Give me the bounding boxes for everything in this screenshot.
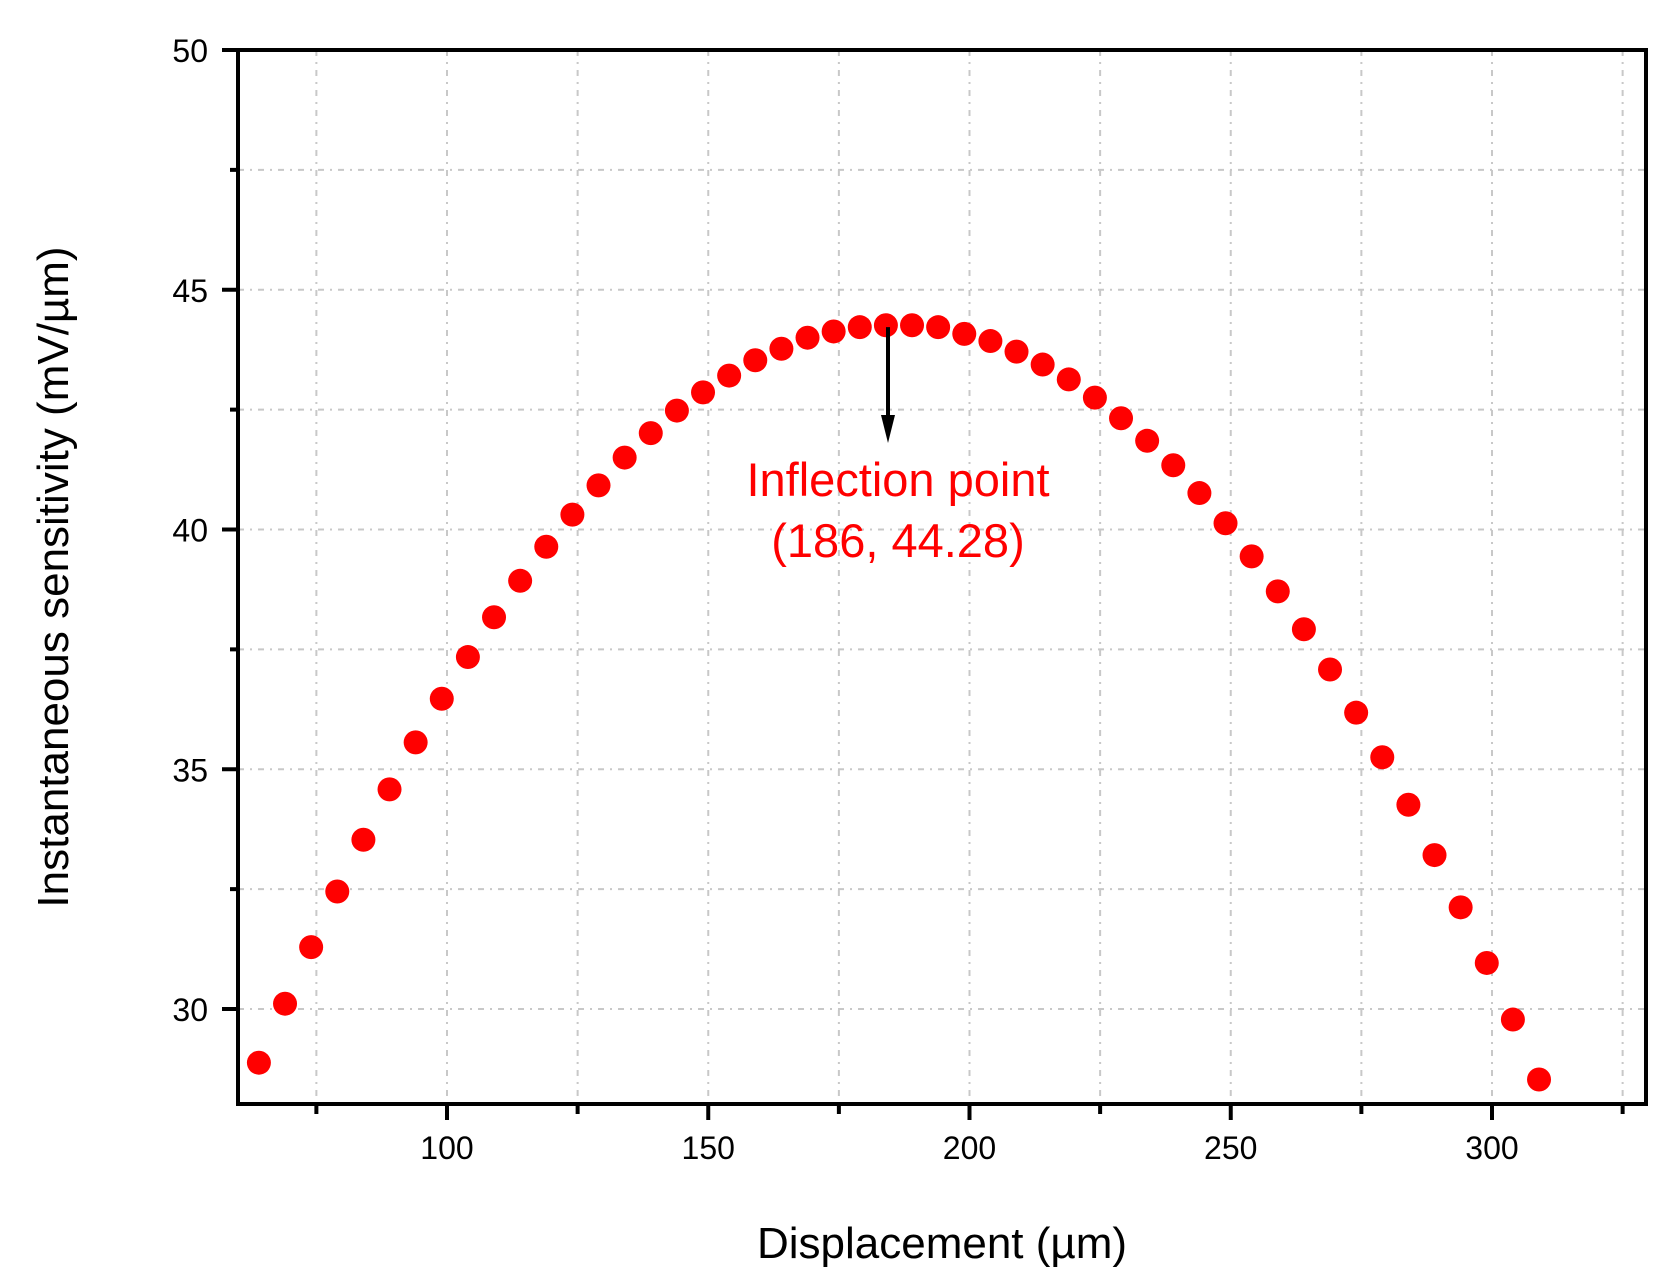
arrow-head-icon <box>881 415 895 443</box>
plot-frame <box>236 48 1648 1106</box>
annotation: Inflection point (186, 44.28) <box>746 327 1050 567</box>
data-point-marker <box>1396 792 1421 817</box>
data-point-marker <box>1239 544 1264 569</box>
data-point-marker <box>1474 950 1499 975</box>
data-point-marker <box>691 380 716 405</box>
data-point-marker <box>873 313 898 338</box>
data-point-marker <box>978 329 1003 354</box>
data-point-marker <box>403 730 428 755</box>
data-point-marker <box>769 336 794 361</box>
data-point-marker <box>1370 745 1395 770</box>
x-tick-label: 250 <box>1204 1130 1257 1166</box>
y-tick-label: 40 <box>172 513 208 549</box>
data-point-marker <box>795 325 820 350</box>
data-point-marker <box>1030 352 1055 377</box>
data-point-marker <box>351 827 376 852</box>
data-point-marker <box>1135 428 1160 453</box>
data-point-marker <box>1109 406 1134 431</box>
data-point-marker <box>1187 481 1212 506</box>
data-point-marker <box>560 502 585 527</box>
data-point-marker <box>377 777 402 802</box>
y-tick-label: 35 <box>172 752 208 788</box>
data-point-marker <box>900 313 925 338</box>
x-tick-label: 200 <box>943 1130 996 1166</box>
y-tick-label: 50 <box>172 33 208 69</box>
data-point-marker <box>1004 339 1029 364</box>
data-point-marker <box>1291 617 1316 642</box>
data-point-marker <box>1056 367 1081 392</box>
data-point-marker <box>1422 843 1447 868</box>
data-point-marker <box>1448 895 1473 920</box>
y-axis-title: Instantaneous sensitivity (mV/µm) <box>29 246 78 907</box>
data-point-marker <box>1213 511 1238 536</box>
data-point-marker <box>1265 579 1290 604</box>
data-point-marker <box>847 315 872 340</box>
data-point-marker <box>455 645 480 670</box>
data-point-marker <box>717 363 742 388</box>
x-tick-label: 300 <box>1465 1130 1518 1166</box>
data-point-marker <box>508 568 533 593</box>
data-point-marker <box>1527 1067 1552 1092</box>
data-point-marker <box>743 348 768 373</box>
data-point-marker <box>1500 1007 1525 1032</box>
data-point-marker <box>429 686 454 711</box>
data-point-marker <box>612 445 637 470</box>
data-point-marker <box>952 321 977 346</box>
annotation-coordinates: (186, 44.28) <box>771 514 1024 567</box>
y-tick-label: 45 <box>172 273 208 309</box>
data-points <box>246 313 1552 1092</box>
ticks: 30 35 40 45 50 100 150 200 250 300 <box>172 33 1625 1166</box>
data-point-marker <box>926 315 951 340</box>
data-point-marker <box>534 534 559 559</box>
y-tick-label: 30 <box>172 992 208 1028</box>
data-point-marker <box>821 319 846 344</box>
data-point-marker <box>1344 700 1369 725</box>
data-point-marker <box>325 879 350 904</box>
data-point-marker <box>586 473 611 498</box>
data-point-marker <box>1082 385 1107 410</box>
grid-lines <box>238 50 1646 1104</box>
data-point-marker <box>638 421 663 446</box>
data-point-marker <box>299 935 324 960</box>
data-point-marker <box>482 605 507 630</box>
x-axis-title: Displacement (µm) <box>757 1219 1127 1268</box>
data-point-marker <box>273 991 298 1016</box>
data-point-marker <box>1318 657 1343 682</box>
data-point-marker <box>664 398 689 423</box>
data-point-marker <box>1161 453 1186 478</box>
x-tick-label: 150 <box>682 1130 735 1166</box>
x-tick-label: 100 <box>420 1130 473 1166</box>
axes <box>236 48 1648 1106</box>
annotation-label: Inflection point <box>746 453 1049 506</box>
data-point-marker <box>246 1050 271 1075</box>
